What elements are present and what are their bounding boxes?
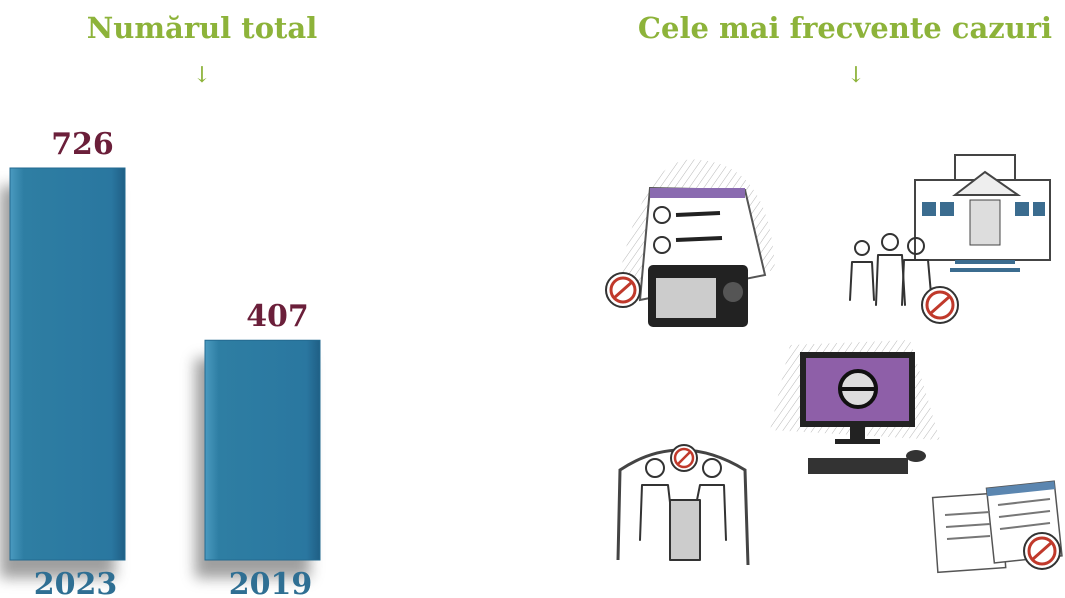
bar: [10, 168, 125, 560]
page: {"chart_data": {"type": "bar", "title": …: [0, 0, 1065, 598]
chart-title: Numărul total: [87, 11, 318, 45]
bar: [205, 340, 320, 560]
x-tick-label: 2019: [229, 567, 313, 598]
arrow: ↓: [847, 63, 865, 88]
booth-sketch: [618, 445, 748, 565]
illustrations: [606, 155, 1062, 572]
documents-sketch: [933, 481, 1062, 572]
camera-sketch: [606, 159, 775, 327]
station-sketch: [850, 155, 1050, 323]
computer-sketch: [770, 340, 940, 474]
arrow: ↓: [193, 63, 211, 88]
panel-title: Cele mai frecvente cazuri: [638, 11, 1052, 45]
infographic: Numărul total ↓ Cele mai frecvente cazur…: [0, 0, 1065, 598]
value-label: 407: [246, 299, 309, 334]
x-tick-label: 2023: [34, 567, 118, 598]
value-label: 726: [51, 127, 114, 162]
